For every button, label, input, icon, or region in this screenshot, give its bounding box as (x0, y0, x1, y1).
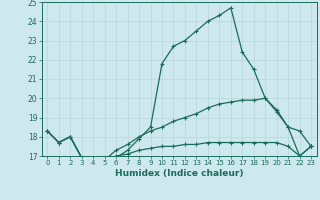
X-axis label: Humidex (Indice chaleur): Humidex (Indice chaleur) (115, 169, 244, 178)
